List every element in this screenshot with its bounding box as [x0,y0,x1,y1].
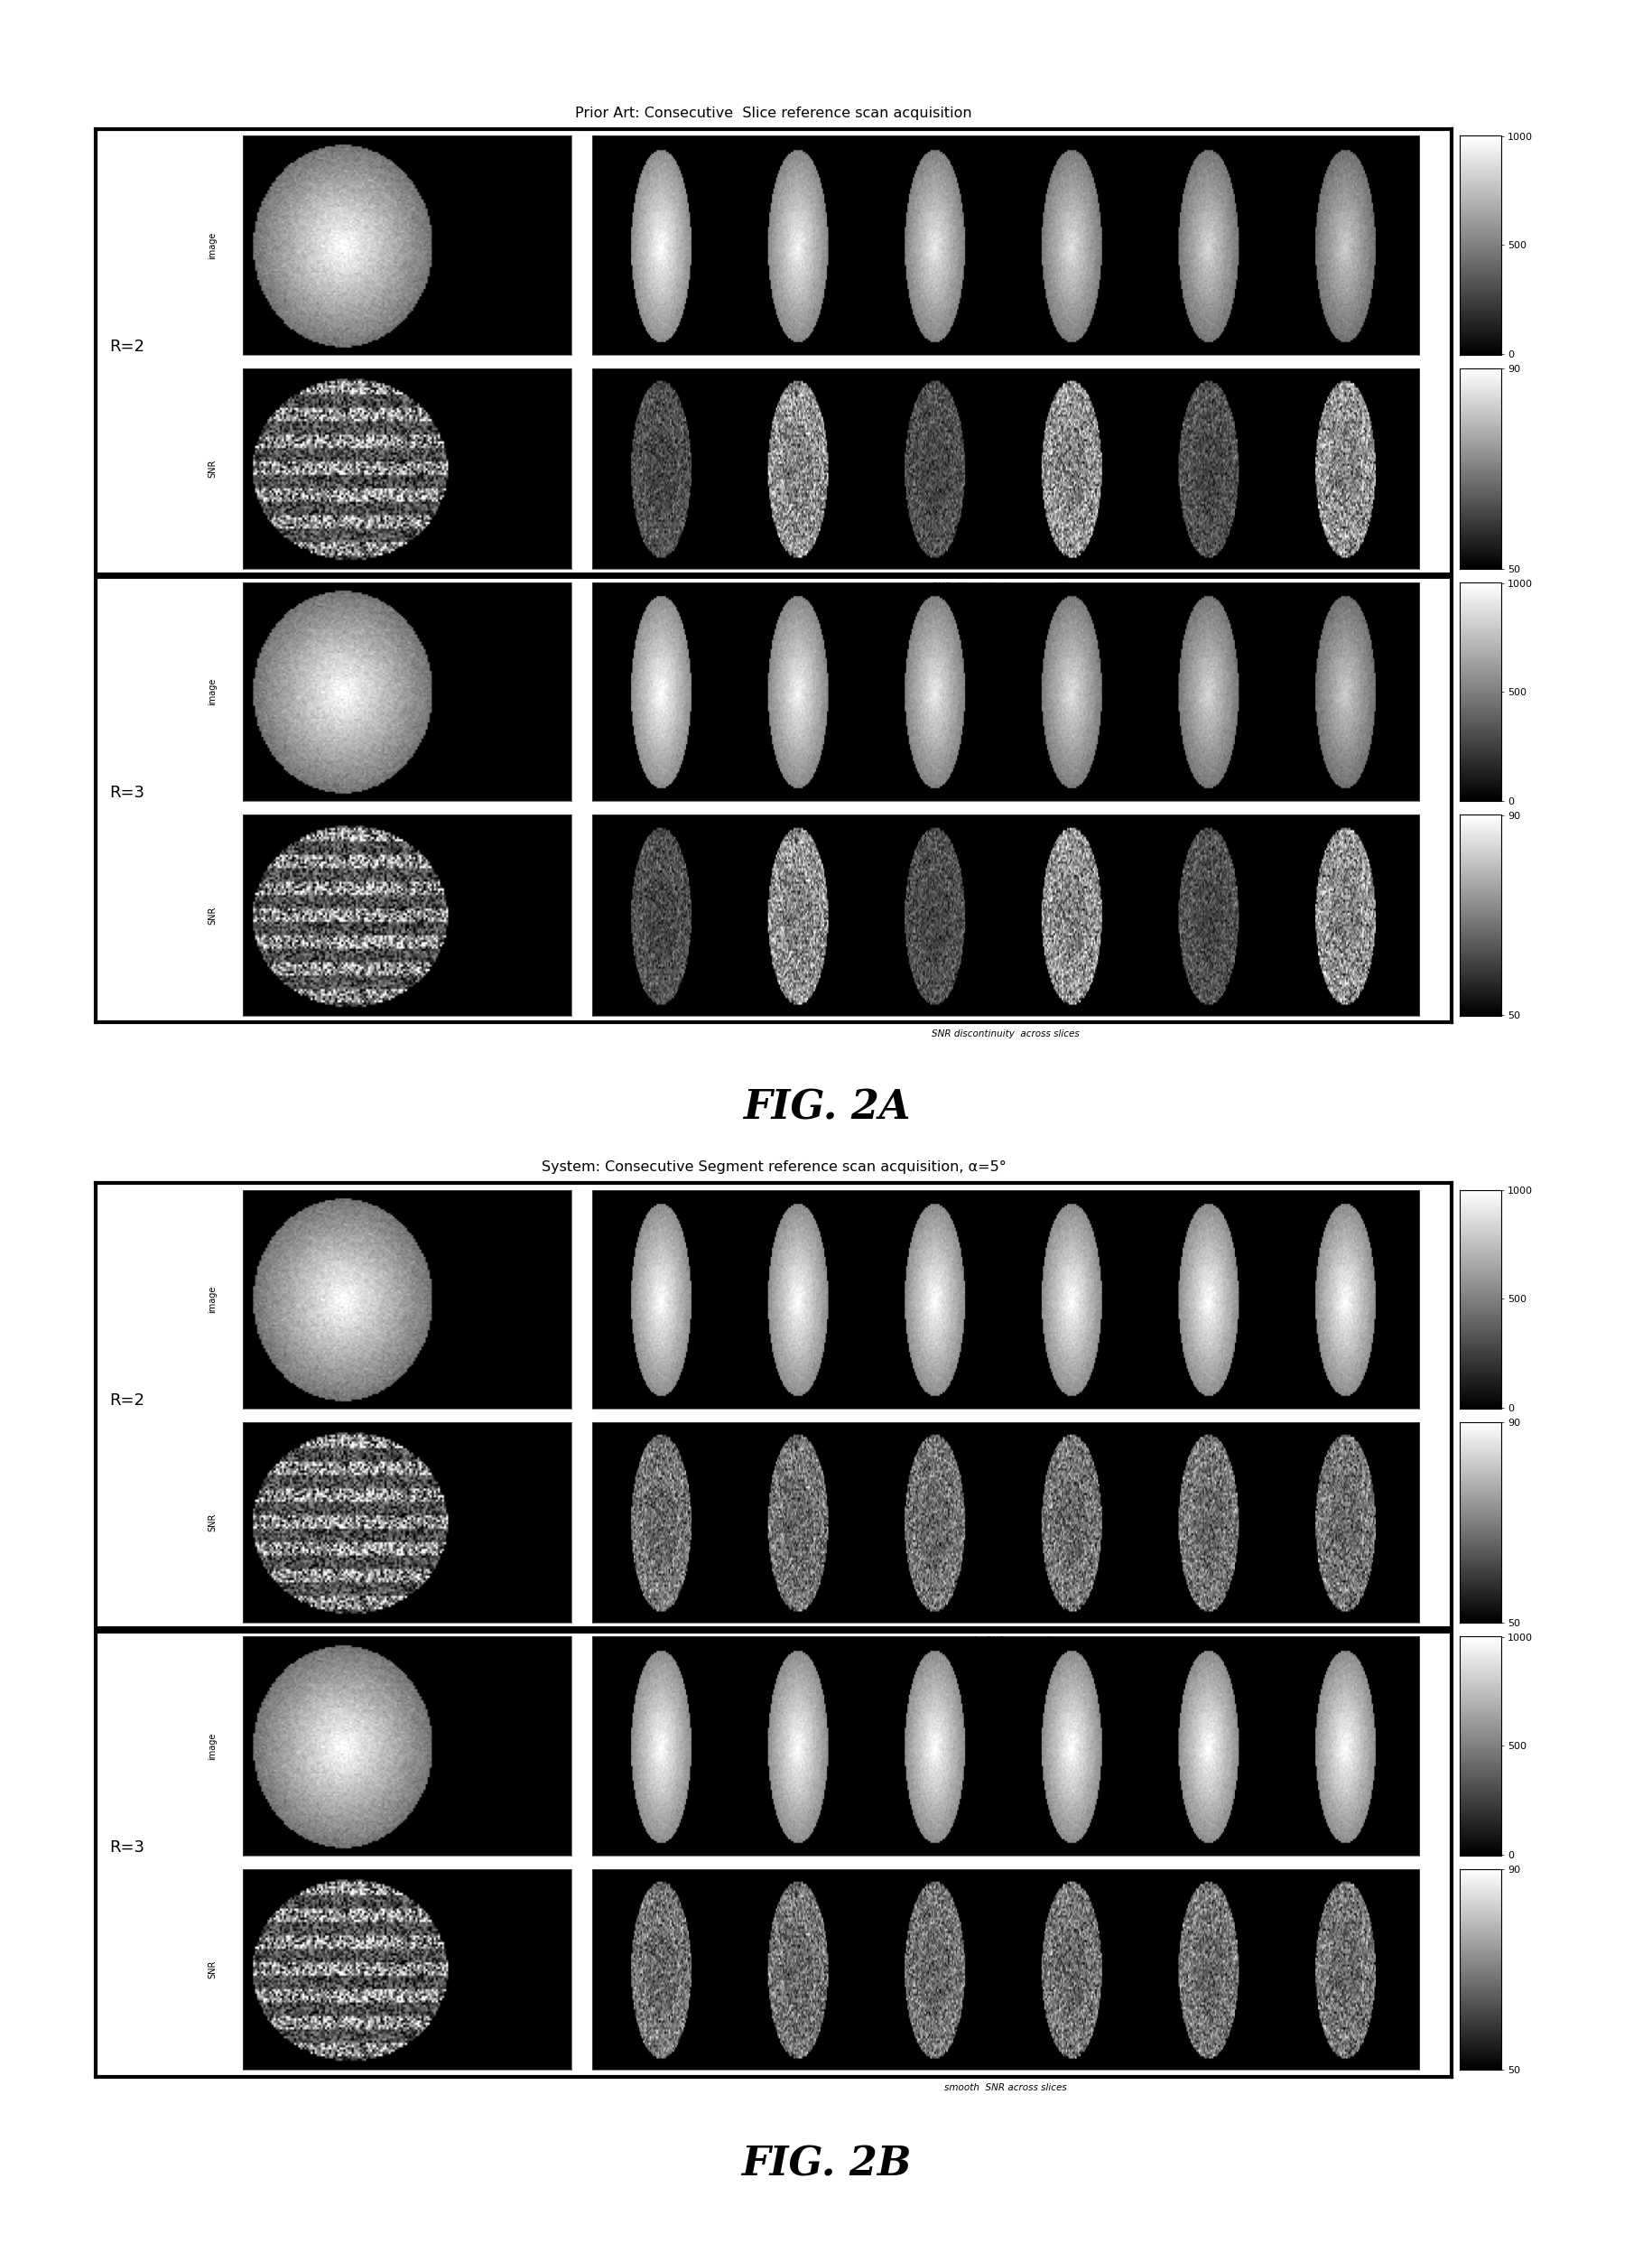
Text: R=2: R=2 [109,339,144,355]
Text: image: image [208,1285,216,1312]
Text: SNR: SNR [208,907,216,925]
Text: SNR: SNR [208,1961,216,1979]
Text: smooth  SNR across slices: smooth SNR across slices [943,2083,1066,2092]
Text: FIG. 2A: FIG. 2A [742,1088,910,1129]
Text: R=3: R=3 [109,785,144,801]
Text: SNR: SNR [208,1513,216,1531]
Text: smooth  SNR across slices: smooth SNR across slices [943,1638,1066,1644]
Text: image: image [208,231,216,258]
Text: SNR: SNR [208,459,216,477]
Text: Prior Art: Consecutive  Slice reference scan acquisition: Prior Art: Consecutive Slice reference s… [575,106,971,120]
Text: FIG. 2B: FIG. 2B [742,2144,910,2185]
Text: image: image [208,1733,216,1760]
Text: System: Consecutive Segment reference scan acquisition, α=5°: System: Consecutive Segment reference sc… [540,1160,1006,1174]
Text: R=3: R=3 [109,1839,144,1855]
Text: R=2: R=2 [109,1393,144,1409]
Text: SNR discontinuity  across slices: SNR discontinuity across slices [932,581,1079,590]
Text: image: image [208,679,216,706]
Text: SNR discontinuity  across slices: SNR discontinuity across slices [932,1029,1079,1038]
